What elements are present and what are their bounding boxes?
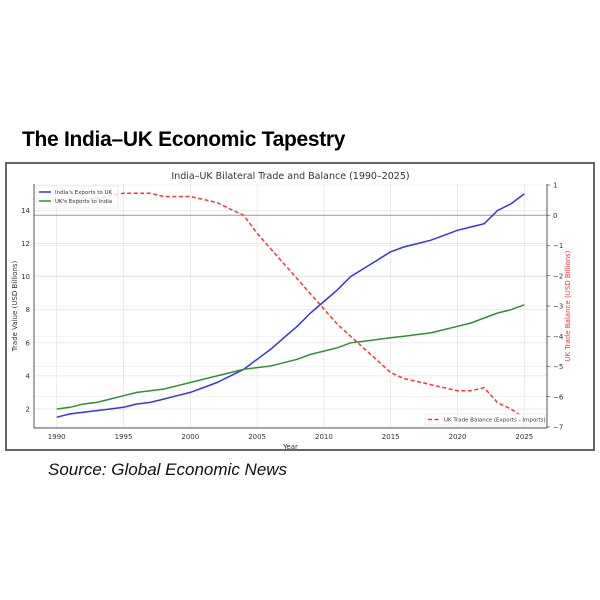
chart-title: India–UK Bilateral Trade and Balance (19… — [171, 171, 409, 182]
legend-box-bottom — [424, 413, 546, 426]
x-tick-label: 2025 — [515, 433, 533, 441]
source-caption: Source: Global Economic News — [48, 460, 288, 479]
x-tick-label: 1995 — [115, 433, 133, 441]
y-tick-label: 8 — [26, 306, 30, 314]
y2-tick-label: −3 — [553, 303, 563, 311]
x-tick-label: 2015 — [382, 433, 400, 441]
headline: The India–UK Economic Tapestry — [22, 128, 346, 151]
y2-tick-label: −1 — [553, 242, 563, 250]
y2-tick-label: −2 — [553, 272, 563, 280]
y-tick-label: 6 — [26, 339, 31, 347]
x-tick-label: 2005 — [248, 433, 266, 441]
x-tick-label: 2000 — [181, 433, 199, 441]
legend-label: UK's Exports to India — [55, 199, 112, 205]
y2-tick-label: 0 — [553, 212, 557, 220]
legend-label: India's Exports to UK — [55, 190, 113, 196]
chart-frame — [5, 162, 595, 451]
y2-tick-label: −4 — [553, 333, 564, 341]
series-line-1 — [56, 304, 525, 410]
y-tick-label: 4 — [26, 372, 31, 380]
y-tick-label: 14 — [21, 207, 30, 215]
y2-axis-label: UK Trade Balance (USD Billions) — [564, 250, 572, 361]
y2-tick-label: −6 — [553, 393, 564, 401]
x-tick-label: 1990 — [48, 433, 66, 441]
series-line-0 — [56, 193, 525, 418]
y-tick-label: 12 — [21, 240, 30, 248]
y2-tick-label: −7 — [553, 424, 563, 432]
x-tick-label: 2010 — [315, 433, 333, 441]
x-tick-label: 2020 — [449, 433, 467, 441]
y-axis-label: Trade Value (USD Billions) — [11, 261, 19, 353]
legend-box-top — [35, 185, 119, 209]
y2-tick-label: −5 — [553, 363, 563, 371]
y2-tick-label: 1 — [553, 182, 557, 190]
series-line-2 — [56, 192, 525, 419]
legend-label: UK Trade Balance (Exports - Imports) — [444, 418, 546, 424]
y-tick-label: 10 — [21, 273, 30, 281]
y-tick-label: 2 — [26, 405, 30, 413]
x-axis-label: Year — [282, 443, 298, 451]
